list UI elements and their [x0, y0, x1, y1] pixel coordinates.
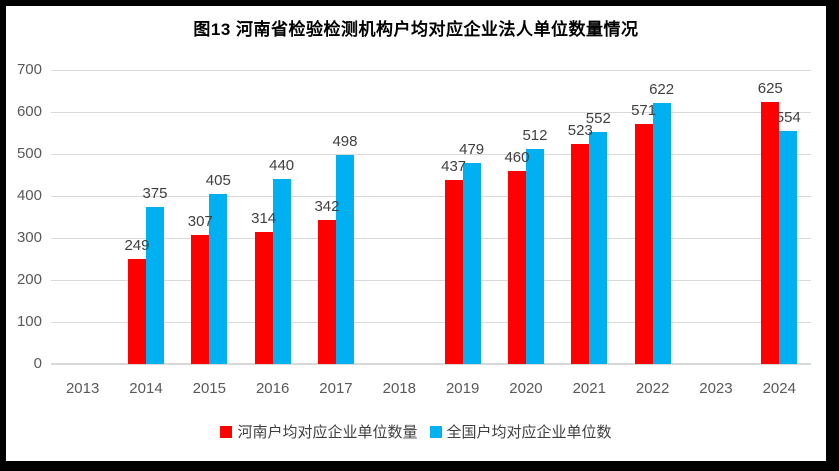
bar-national-2021: 552 [586, 110, 611, 364]
bar-henan-2024: 625 [758, 80, 783, 364]
x-tick-label-2021: 2021 [572, 380, 606, 397]
gridline-700 [51, 70, 811, 71]
x-tick-label-2017: 2017 [319, 380, 353, 397]
bar-henan-2021: 523 [568, 122, 593, 364]
category-slot-2022: 571 622 [621, 70, 684, 364]
legend: 河南户均对应企业单位数量 全国户均对应企业单位数 [6, 421, 826, 442]
y-tick-label-300: 300 [16, 229, 42, 246]
bar-henan-2020: 460 [504, 149, 529, 364]
bar-label-henan-2024: 625 [757, 79, 783, 97]
category-slot-2014: 249 375 [114, 70, 177, 364]
bar-label-national-2017: 498 [332, 132, 358, 150]
x-tick-label-2014: 2014 [129, 380, 163, 397]
bar-label-national-2022: 622 [649, 80, 675, 98]
x-axis-line [51, 363, 811, 365]
bar-national-2022: 622 [649, 81, 674, 364]
bar-national-2024: 554 [776, 109, 801, 364]
bar-label-henan-2021: 523 [567, 122, 593, 140]
bar-label-henan-2017: 342 [314, 198, 340, 216]
bar-label-henan-2016: 314 [251, 210, 277, 228]
legend-swatch-national [429, 425, 442, 438]
y-tick-label-100: 100 [16, 313, 42, 330]
category-slot-2017: 342 498 [304, 70, 367, 364]
legend-label-national: 全国户均对应企业单位数 [446, 424, 612, 441]
x-tick-label-2013: 2013 [65, 380, 100, 397]
category-slot-2021: 523 552 [558, 70, 621, 364]
legend-item-national: 全国户均对应企业单位数 [429, 421, 612, 442]
x-tick-label-2018: 2018 [382, 380, 416, 397]
gridline-500 [51, 154, 811, 155]
category-slot-2015: 307 405 [178, 70, 241, 364]
category-slot-2018 [368, 70, 431, 364]
bar-label-henan-2015: 307 [187, 213, 213, 231]
category-slot-2019: 437 479 [431, 70, 494, 364]
bar-label-national-2024: 554 [775, 109, 801, 127]
bar-national-2015: 405 [206, 172, 231, 364]
bar-label-national-2019: 479 [459, 140, 485, 158]
category-slot-2013 [51, 70, 114, 364]
chart-canvas: 图13 河南省检验检测机构户均对应企业法人单位数量情况 0 100 200 300 40… [6, 6, 826, 461]
gridline-100 [51, 322, 811, 323]
bar-henan-2019: 437 [441, 158, 466, 364]
bar-henan-2015: 307 [188, 213, 213, 364]
y-tick-label-0: 0 [33, 355, 42, 372]
bar-henan-2017: 342 [314, 198, 339, 364]
bar-national-2014: 375 [142, 185, 168, 364]
x-axis-labels: 2013 2014 2015 2016 2017 2018 2019 2020 2021 2022… [51, 380, 811, 397]
bar-label-national-2021: 552 [585, 110, 611, 128]
legend-swatch-henan [220, 425, 233, 438]
bars-layer: 249 375 307 405 314 440 342 498 437 479 460 512 523 5… [51, 70, 811, 364]
bar-label-national-2020: 512 [522, 126, 548, 144]
bar-national-2020: 512 [522, 127, 547, 364]
bar-label-national-2015: 405 [205, 171, 231, 189]
bar-label-henan-2022: 571 [631, 102, 657, 120]
bar-henan-2014: 249 [124, 237, 150, 364]
gridline-300 [51, 238, 811, 239]
gridline-400 [51, 196, 811, 197]
category-slot-2023 [684, 70, 747, 364]
chart-title: 图13 河南省检验检测机构户均对应企业法人单位数量情况 [193, 20, 639, 39]
bar-label-national-2014: 375 [142, 184, 168, 202]
legend-label-henan: 河南户均对应企业单位数量 [237, 424, 418, 441]
bar-label-henan-2014: 249 [124, 237, 150, 255]
x-tick-label-2015: 2015 [192, 380, 226, 397]
legend-item-henan: 河南户均对应企业单位数量 [220, 421, 418, 442]
y-tick-label-600: 600 [16, 103, 42, 120]
x-tick-label-2020: 2020 [509, 380, 543, 397]
y-tick-label-400: 400 [16, 187, 42, 204]
bar-national-2019: 479 [459, 141, 484, 364]
bar-national-2017: 498 [332, 133, 357, 364]
x-tick-label-2023: 2023 [699, 380, 733, 397]
x-tick-label-2016: 2016 [255, 380, 290, 397]
gridline-200 [51, 280, 811, 281]
bar-national-2016: 440 [269, 157, 294, 364]
x-tick-label-2024: 2024 [762, 380, 796, 397]
plot-area: 0 100 200 300 400 500 600 700 249 375 307 405 314 44… [17, 61, 811, 372]
bar-label-national-2016: 440 [269, 157, 295, 175]
bar-henan-2022: 571 [631, 102, 656, 364]
y-tick-label-700: 700 [16, 61, 42, 78]
y-tick-label-500: 500 [16, 145, 42, 162]
bar-henan-2016: 314 [251, 210, 276, 364]
y-tick-label-200: 200 [16, 271, 42, 288]
bar-label-henan-2019: 437 [441, 158, 467, 176]
category-slot-2024: 625 554 [748, 70, 811, 364]
gridline-600 [51, 112, 811, 113]
x-tick-label-2019: 2019 [445, 380, 480, 397]
category-slot-2016: 314 440 [241, 70, 304, 364]
category-slot-2020: 460 512 [494, 70, 557, 364]
bar-label-henan-2020: 460 [504, 148, 530, 166]
x-tick-label-2022: 2022 [635, 380, 670, 397]
